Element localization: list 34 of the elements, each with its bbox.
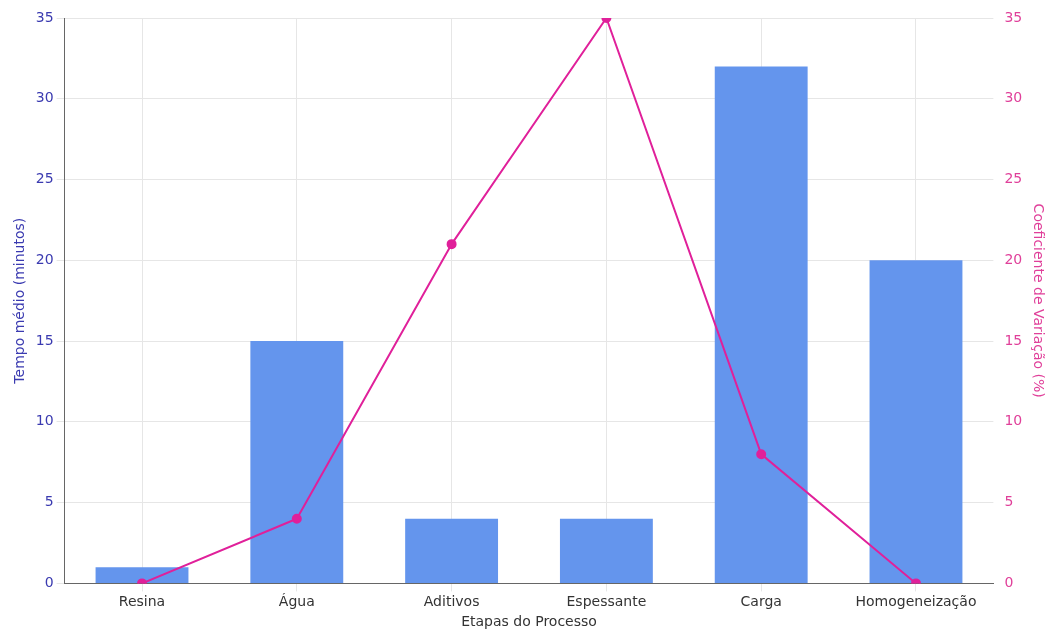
point (756, 449, 767, 460)
y-tick-label: 10 (35, 412, 54, 429)
bar (869, 260, 963, 583)
y2-tick-label: 15 (1004, 331, 1023, 348)
y2-tick-label: 35 (1004, 8, 1023, 25)
y-tick-label: 35 (35, 8, 54, 25)
y2-tick-label: 25 (1004, 170, 1023, 187)
y-axis-title: Tempo médio (minutos) (11, 217, 28, 385)
y-tick-label: 20 (35, 250, 54, 267)
x-tick-label: Carga (740, 593, 782, 610)
y2-tick-label: 5 (1004, 493, 1014, 510)
y2-axis-title: Coeficiente de Variação (%) (1030, 203, 1047, 398)
y-tick-label: 0 (44, 574, 54, 591)
bar (405, 518, 499, 583)
y2-tick-label: 0 (1004, 574, 1014, 591)
y-tick-label: 5 (44, 493, 54, 510)
y2-tick-label: 20 (1004, 250, 1023, 267)
y-tick-label: 30 (35, 89, 54, 106)
point (291, 513, 302, 524)
x-tick-label: Homogeneização (855, 593, 977, 610)
x-axis-title: Etapas do Processo (461, 613, 597, 630)
x-tick-label: Água (278, 593, 315, 610)
x-tick-label: Aditivos (423, 593, 480, 610)
y-tick-label: 15 (35, 331, 54, 348)
bar (714, 66, 808, 583)
y2-tick-label: 30 (1004, 89, 1023, 106)
bar (559, 518, 653, 583)
point (446, 239, 457, 250)
bar (250, 341, 344, 583)
bar (95, 567, 189, 583)
x-tick-label: Espessante (566, 593, 647, 610)
y2-tick-label: 10 (1004, 412, 1023, 429)
x-tick-label: Resina (118, 593, 166, 610)
y-tick-label: 25 (35, 170, 54, 187)
